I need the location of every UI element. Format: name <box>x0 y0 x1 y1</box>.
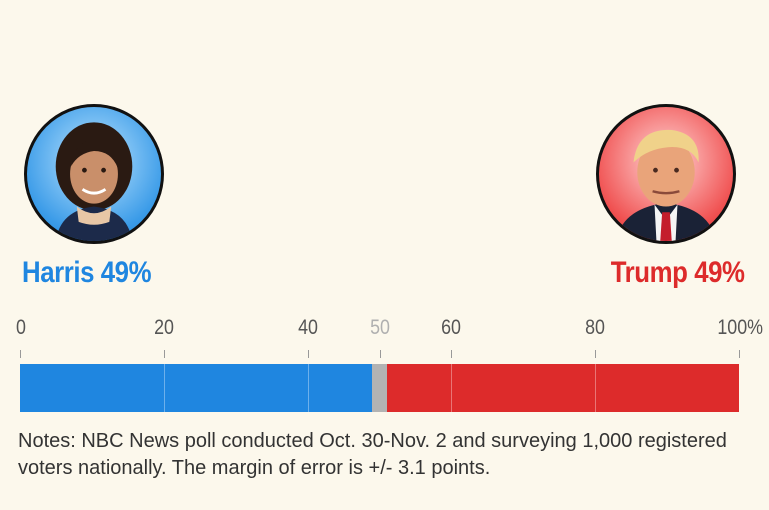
trump-label: Trump 49% <box>611 256 745 289</box>
bar-segment-harris <box>20 364 373 412</box>
x-tick-label: 40 <box>297 316 318 339</box>
x-tick-mark <box>739 350 740 358</box>
x-axis: 0 20 40 50 60 80 100% <box>0 316 769 358</box>
x-tick-label: 60 <box>441 316 462 339</box>
gridline <box>451 364 453 412</box>
x-tick-label: 100% <box>717 316 763 339</box>
x-tick-mark <box>163 350 165 358</box>
x-tick-mark <box>595 350 597 358</box>
x-tick-label: 50 <box>369 316 390 339</box>
x-tick-mark <box>307 350 309 358</box>
bar-segment-other <box>372 364 387 412</box>
stacked-bar <box>20 364 739 412</box>
harris-label: Harris 49% <box>22 256 152 289</box>
x-tick-mark <box>379 350 381 358</box>
bar-segment-trump <box>386 364 739 412</box>
trump-portrait <box>596 104 736 244</box>
x-tick-label: 80 <box>585 316 606 339</box>
x-tick-label: 20 <box>153 316 174 339</box>
x-tick-mark <box>451 350 453 358</box>
gridline <box>163 364 165 412</box>
gridline <box>595 364 597 412</box>
harris-portrait <box>24 104 164 244</box>
gridline <box>307 364 309 412</box>
x-tick-mark <box>20 350 21 358</box>
notes: Notes: NBC News poll conducted Oct. 30-N… <box>18 430 727 479</box>
x-tick-label: 0 <box>16 316 26 339</box>
